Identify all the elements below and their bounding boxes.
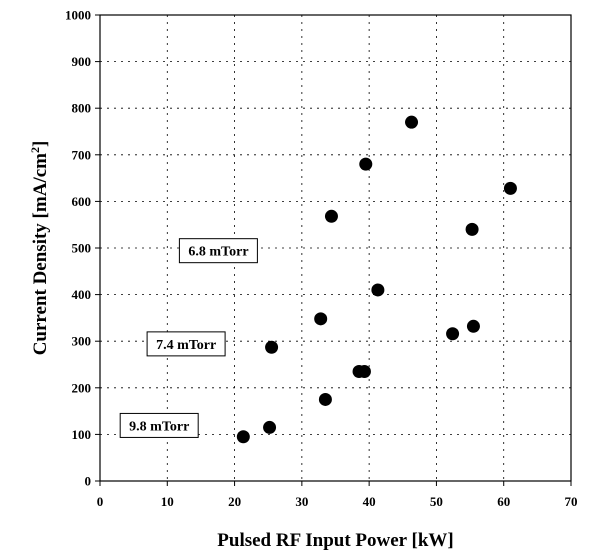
data-point [263, 420, 277, 434]
x-tick-label: 50 [430, 494, 443, 509]
y-tick-label: 300 [72, 334, 92, 349]
y-axis-title-superscript: 2 [28, 147, 42, 153]
x-tick-label: 0 [97, 494, 104, 509]
annotation-box [178, 238, 258, 264]
data-point [314, 312, 328, 326]
y-tick-label: 400 [72, 287, 92, 302]
annotation-box [119, 412, 199, 438]
y-tick-label: 0 [85, 474, 92, 489]
y-tick-label: 200 [72, 380, 92, 395]
x-tick-label: 40 [363, 494, 376, 509]
x-tick-label: 10 [161, 494, 174, 509]
annotation-label: 6.8 mTorr [178, 238, 258, 264]
axis-ticks: 0 10 20 30 40 50 60 700100200300400500600700800… [65, 8, 578, 510]
y-tick-label: 900 [72, 54, 92, 69]
data-point [318, 392, 332, 406]
annotations: 6.8 mTorr 7.4 mTorr 9.8 mTorr [119, 238, 258, 438]
data-point [265, 340, 279, 354]
y-axis-title-end: ] [30, 141, 51, 147]
x-axis-title: Pulsed RF Input Power [kW] [217, 530, 453, 551]
annotation-text: 9.8 mTorr [129, 419, 189, 434]
y-tick-label: 100 [72, 427, 92, 442]
data-point [324, 209, 338, 223]
y-tick-label: 600 [72, 194, 92, 209]
x-tick-label: 20 [228, 494, 241, 509]
data-point [359, 157, 373, 171]
annotation-text: 7.4 mTorr [156, 338, 216, 353]
y-axis-title: Current Density [mA/cm2] [28, 141, 51, 356]
y-tick-label: 500 [72, 241, 92, 256]
annotation-text: 6.8 mTorr [188, 245, 248, 260]
data-point [466, 319, 480, 333]
data-point [465, 222, 479, 236]
data-point [405, 115, 419, 129]
data-point [446, 327, 460, 341]
data-points [236, 115, 517, 444]
annotation-label: 9.8 mTorr [119, 412, 199, 438]
data-point [503, 181, 517, 195]
data-point [371, 283, 385, 297]
y-tick-label: 800 [72, 101, 92, 116]
y-axis-title-main: Current Density [mA/cm [30, 153, 51, 355]
data-point [357, 364, 371, 378]
grid-lines [100, 15, 571, 481]
annotation-label: 7.4 mTorr [146, 331, 226, 357]
data-point [236, 430, 250, 444]
y-tick-label: 1000 [65, 8, 91, 23]
y-tick-label: 700 [72, 147, 92, 162]
annotation-box [146, 331, 226, 357]
x-tick-label: 30 [295, 494, 308, 509]
x-tick-label: 60 [497, 494, 510, 509]
x-tick-label: 70 [565, 494, 578, 509]
